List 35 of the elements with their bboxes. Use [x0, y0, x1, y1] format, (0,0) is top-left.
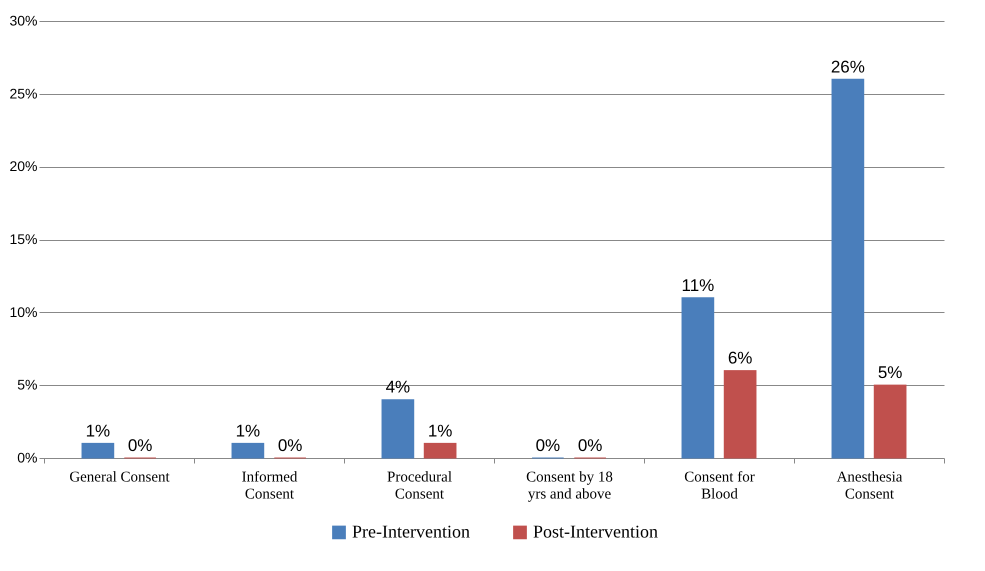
data-label: 1%	[86, 421, 110, 440]
data-label: 6%	[728, 348, 752, 368]
legend-label: Post-Intervention	[533, 521, 658, 542]
legend-label: Pre-Intervention	[352, 521, 470, 542]
data-label: 4%	[386, 378, 410, 397]
y-tick-label: 5%	[17, 376, 38, 393]
data-label: 0%	[278, 436, 302, 455]
bar	[682, 297, 714, 458]
data-label: 26%	[830, 57, 865, 76]
data-label: 0%	[128, 436, 152, 455]
y-tick-label: 20%	[9, 158, 38, 174]
y-tick-label: 15%	[9, 231, 38, 247]
bar	[382, 399, 414, 458]
y-tick-label: 25%	[9, 85, 38, 102]
bar	[874, 384, 906, 458]
x-tick-label: General Consent	[69, 470, 171, 486]
data-label: 1%	[236, 421, 260, 440]
x-tick-label: Informed Consent	[242, 470, 298, 502]
data-label: 5%	[878, 363, 902, 382]
y-tick-label: 30%	[9, 12, 38, 28]
data-label: 1%	[428, 421, 452, 440]
x-tick-label: Consent by 18 yrs and above	[526, 470, 613, 502]
bar	[832, 78, 864, 458]
bar	[724, 370, 756, 458]
y-tick-label: 0%	[17, 450, 38, 466]
x-tick-label: Anesthesia Consent	[836, 470, 903, 502]
y-tick-label: 10%	[9, 304, 38, 320]
bar	[424, 442, 456, 458]
bar	[232, 442, 264, 458]
x-tick-label: Consent for Blood	[684, 470, 755, 502]
data-label: 0%	[536, 436, 560, 455]
data-label: 11%	[681, 276, 714, 295]
x-tick-label: Procedural Consent	[387, 470, 452, 502]
bar	[82, 442, 114, 458]
data-label: 0%	[578, 436, 602, 455]
